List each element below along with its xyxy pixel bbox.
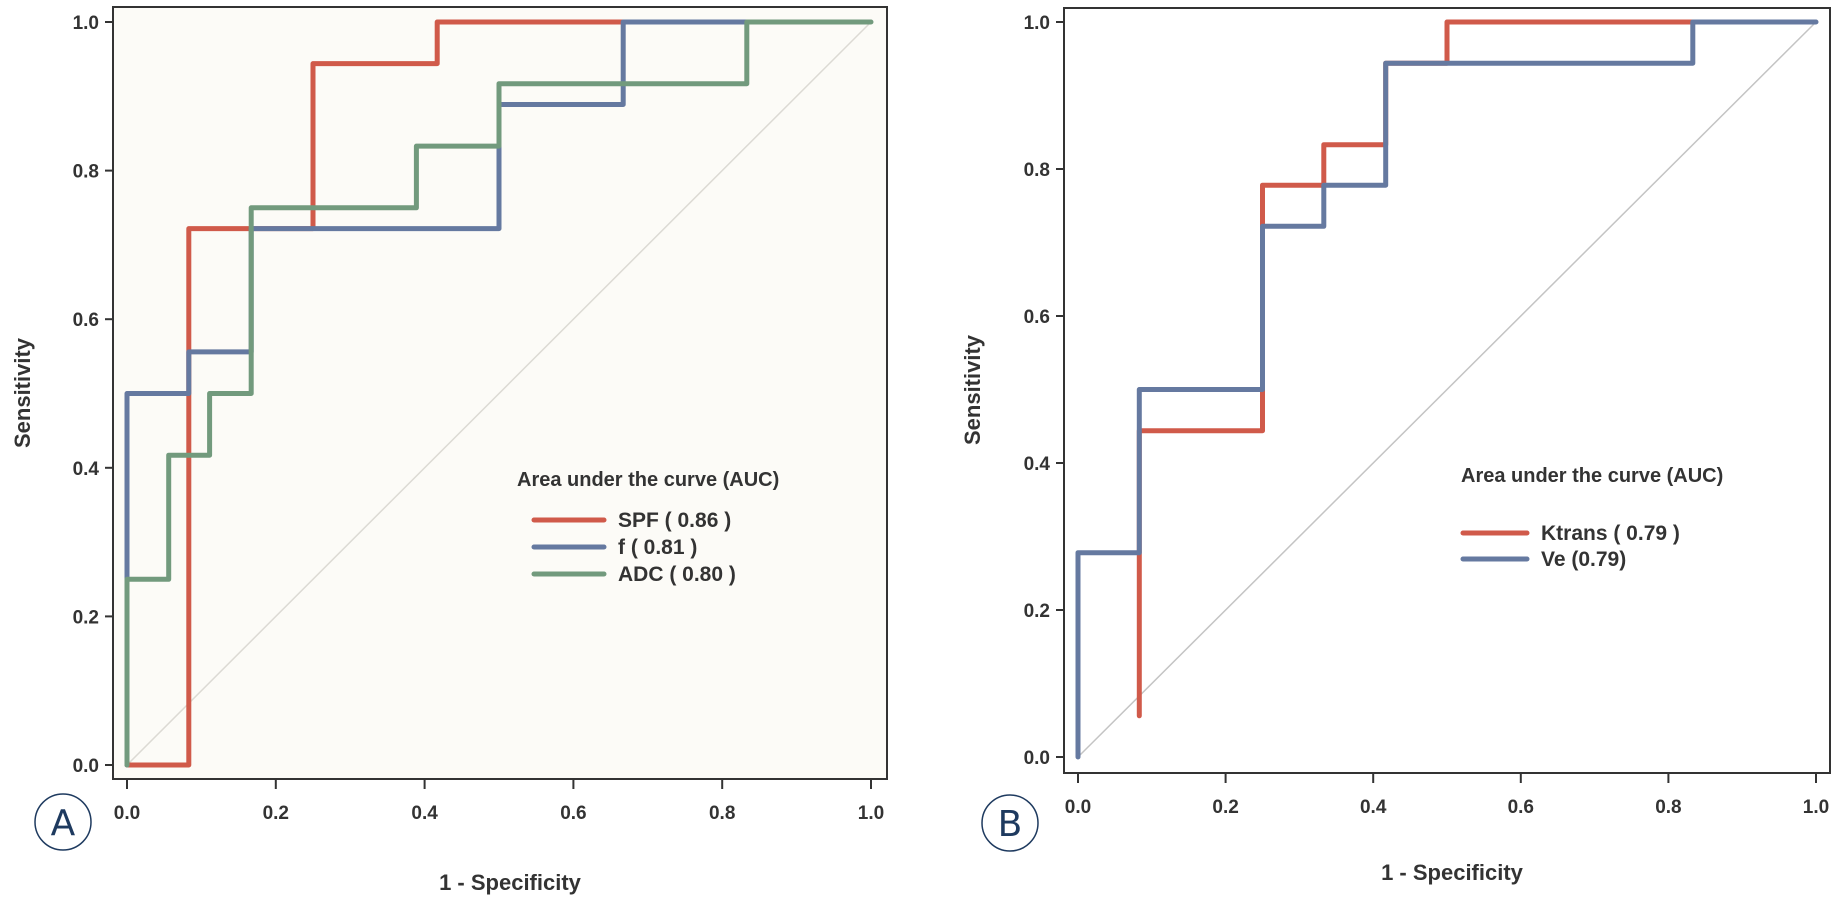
- y-tick-label: 0.2: [1024, 601, 1050, 622]
- panel-label-text-b: B: [998, 804, 1023, 845]
- legend-label-adc: ADC ( 0.80 ): [618, 563, 736, 586]
- x-tick-label: 0.6: [1508, 797, 1534, 818]
- y-axis-b: 0.0 0.2 0.4 0.6 0.8 1.0: [1024, 13, 1064, 769]
- x-axis-title-a: 1 - Specificity: [439, 870, 582, 895]
- x-tick-label: 0.0: [114, 803, 140, 824]
- x-tick-label: 0.2: [1212, 797, 1238, 818]
- reference-diagonal-a: [126, 21, 872, 766]
- y-tick-label: 0.4: [73, 459, 100, 480]
- panel-a: 0.0 0.2 0.4 0.6 0.8 1.0 0.0 0.2 0.4 0.6 0.8 1.0 Se…: [10, 6, 888, 895]
- y-axis-title-b: Sensitivity: [960, 334, 985, 445]
- y-tick-label: 0.8: [73, 162, 99, 183]
- legend-label-spf: SPF ( 0.86 ): [618, 509, 731, 532]
- x-axis-title-b: 1 - Specificity: [1381, 860, 1524, 885]
- x-tick-label: 0.4: [1360, 797, 1387, 818]
- y-tick-label: 0.6: [73, 310, 99, 331]
- roc-curve-spf: [124, 19, 626, 768]
- panel-b: 0.0 0.2 0.4 0.6 0.8 1.0 0.0 0.2 0.4 0.6 0.8 1.0 Se…: [960, 7, 1831, 885]
- x-tick-label: 0.2: [263, 803, 289, 824]
- y-tick-label: 1.0: [1024, 13, 1050, 34]
- roc-curve-ve: [1075, 19, 1819, 760]
- panel-label-a: A: [34, 793, 92, 851]
- y-axis-a: 0.0 0.2 0.4 0.6 0.8 1.0: [73, 13, 113, 777]
- x-axis-a: 0.0 0.2 0.4 0.6 0.8 1.0: [114, 779, 884, 824]
- legend-label-f: f ( 0.81 ): [618, 536, 697, 559]
- legend-label-ve: Ve (0.79): [1541, 548, 1626, 571]
- y-tick-label: 0.0: [73, 756, 99, 777]
- legend-b: Ktrans ( 0.79 ) Ve (0.79): [1460, 522, 1680, 571]
- x-axis-b: 0.0 0.2 0.4 0.6 0.8 1.0: [1065, 773, 1829, 818]
- x-tick-label: 0.6: [560, 803, 586, 824]
- roc-curve-ktrans: [1136, 19, 1696, 719]
- x-tick-label: 0.8: [709, 803, 735, 824]
- panel-label-circle-a: [34, 793, 92, 851]
- panel-label-text-a: A: [51, 803, 76, 844]
- legend-label-ktrans: Ktrans ( 0.79 ): [1541, 522, 1680, 545]
- reference-diagonal-b: [1077, 21, 1817, 758]
- series-group-a: [124, 19, 874, 768]
- y-tick-label: 0.8: [1024, 160, 1050, 181]
- x-tick-label: 1.0: [1803, 797, 1829, 818]
- x-tick-label: 0.4: [411, 803, 438, 824]
- legend-title-a: Area under the curve (AUC): [517, 469, 779, 491]
- x-tick-label: 1.0: [858, 803, 884, 824]
- panel-label-b: B: [981, 794, 1039, 852]
- legend-title-b: Area under the curve (AUC): [1461, 465, 1723, 487]
- y-tick-label: 0.2: [73, 607, 99, 628]
- y-tick-label: 1.0: [73, 13, 99, 34]
- legend-a: SPF ( 0.86 ) f ( 0.81 ) ADC ( 0.80 ): [531, 509, 736, 586]
- y-tick-label: 0.6: [1024, 307, 1050, 328]
- y-tick-label: 0.4: [1024, 454, 1051, 475]
- panel-label-circle-b: [981, 794, 1039, 852]
- roc-curve-adc: [124, 19, 874, 768]
- series-group-b: [1075, 19, 1819, 760]
- y-tick-label: 0.0: [1024, 748, 1050, 769]
- y-axis-title-a: Sensitivity: [10, 337, 35, 448]
- x-tick-label: 0.8: [1655, 797, 1681, 818]
- x-tick-label: 0.0: [1065, 797, 1091, 818]
